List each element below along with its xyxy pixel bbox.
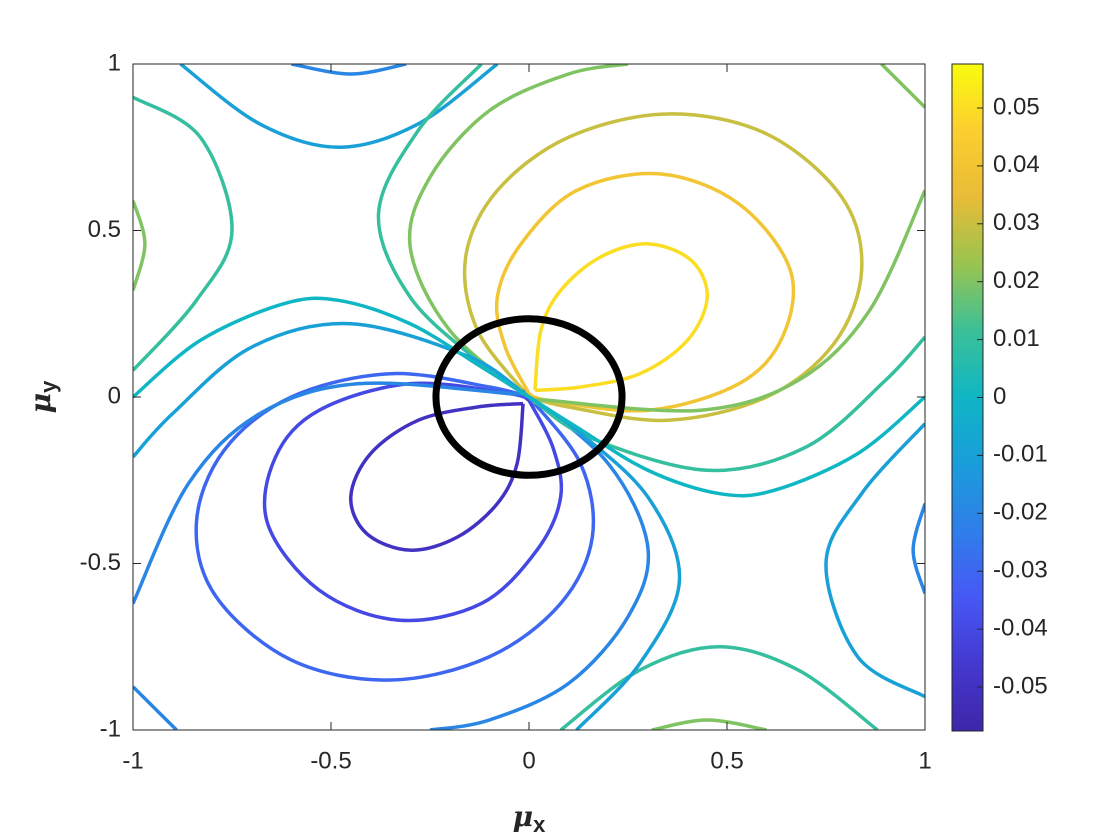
contour-line bbox=[262, 381, 564, 623]
colorbar-tick-label: -0.03 bbox=[993, 557, 1048, 584]
contour-line bbox=[494, 171, 796, 413]
contour-line bbox=[911, 503, 925, 594]
contour-line bbox=[133, 95, 234, 372]
y-label-subscript: y bbox=[36, 380, 61, 393]
contour-layer bbox=[133, 64, 925, 730]
x-tick-label: 0.5 bbox=[710, 747, 743, 774]
contour-line bbox=[880, 64, 925, 109]
contour-line bbox=[179, 64, 499, 149]
colorbar-tick-label: 0.04 bbox=[993, 151, 1040, 178]
x-axis-label: μx bbox=[513, 800, 547, 837]
y-tick-label: 0 bbox=[108, 382, 121, 409]
contour-line bbox=[133, 685, 178, 730]
y-label-symbol: μ bbox=[24, 393, 57, 414]
y-axis-label: μy bbox=[24, 380, 61, 414]
colorbar-tick-label: 0.02 bbox=[993, 267, 1040, 294]
y-tick-label: -0.5 bbox=[80, 549, 121, 576]
colorbar-tick-label: 0.03 bbox=[993, 209, 1040, 236]
x-tick-label: 0 bbox=[522, 747, 535, 774]
contour-line bbox=[291, 64, 407, 76]
contour-line bbox=[194, 371, 596, 682]
colorbar-tick-label: 0 bbox=[993, 383, 1006, 410]
x-tick-label: -0.5 bbox=[310, 747, 351, 774]
contour-line bbox=[133, 296, 925, 498]
contour-line bbox=[462, 112, 864, 423]
colorbar-tick-label: -0.04 bbox=[993, 614, 1048, 641]
x-tick-label: -1 bbox=[122, 747, 143, 774]
contour-line bbox=[651, 718, 767, 730]
y-tick-label: -1 bbox=[100, 715, 121, 742]
x-tick-label: 1 bbox=[918, 747, 931, 774]
contour-line bbox=[533, 242, 709, 393]
colorbar-tick-label: 0.01 bbox=[993, 325, 1040, 352]
contour-line bbox=[824, 422, 925, 699]
y-tick-label: 0.5 bbox=[88, 216, 121, 243]
colorbar-tick-label: 0.05 bbox=[993, 93, 1040, 120]
contour-line bbox=[349, 401, 525, 552]
x-label-symbol: μ bbox=[513, 800, 534, 833]
x-label-subscript: x bbox=[533, 812, 546, 837]
colorbar-tick-label: -0.01 bbox=[993, 441, 1048, 468]
y-tick-label: 1 bbox=[108, 49, 121, 76]
colorbar-tick-label: -0.05 bbox=[993, 672, 1048, 699]
contour-line bbox=[133, 200, 147, 291]
contour-line bbox=[559, 645, 879, 730]
colorbar-tick-label: -0.02 bbox=[993, 499, 1048, 526]
circle-marker bbox=[432, 315, 626, 479]
